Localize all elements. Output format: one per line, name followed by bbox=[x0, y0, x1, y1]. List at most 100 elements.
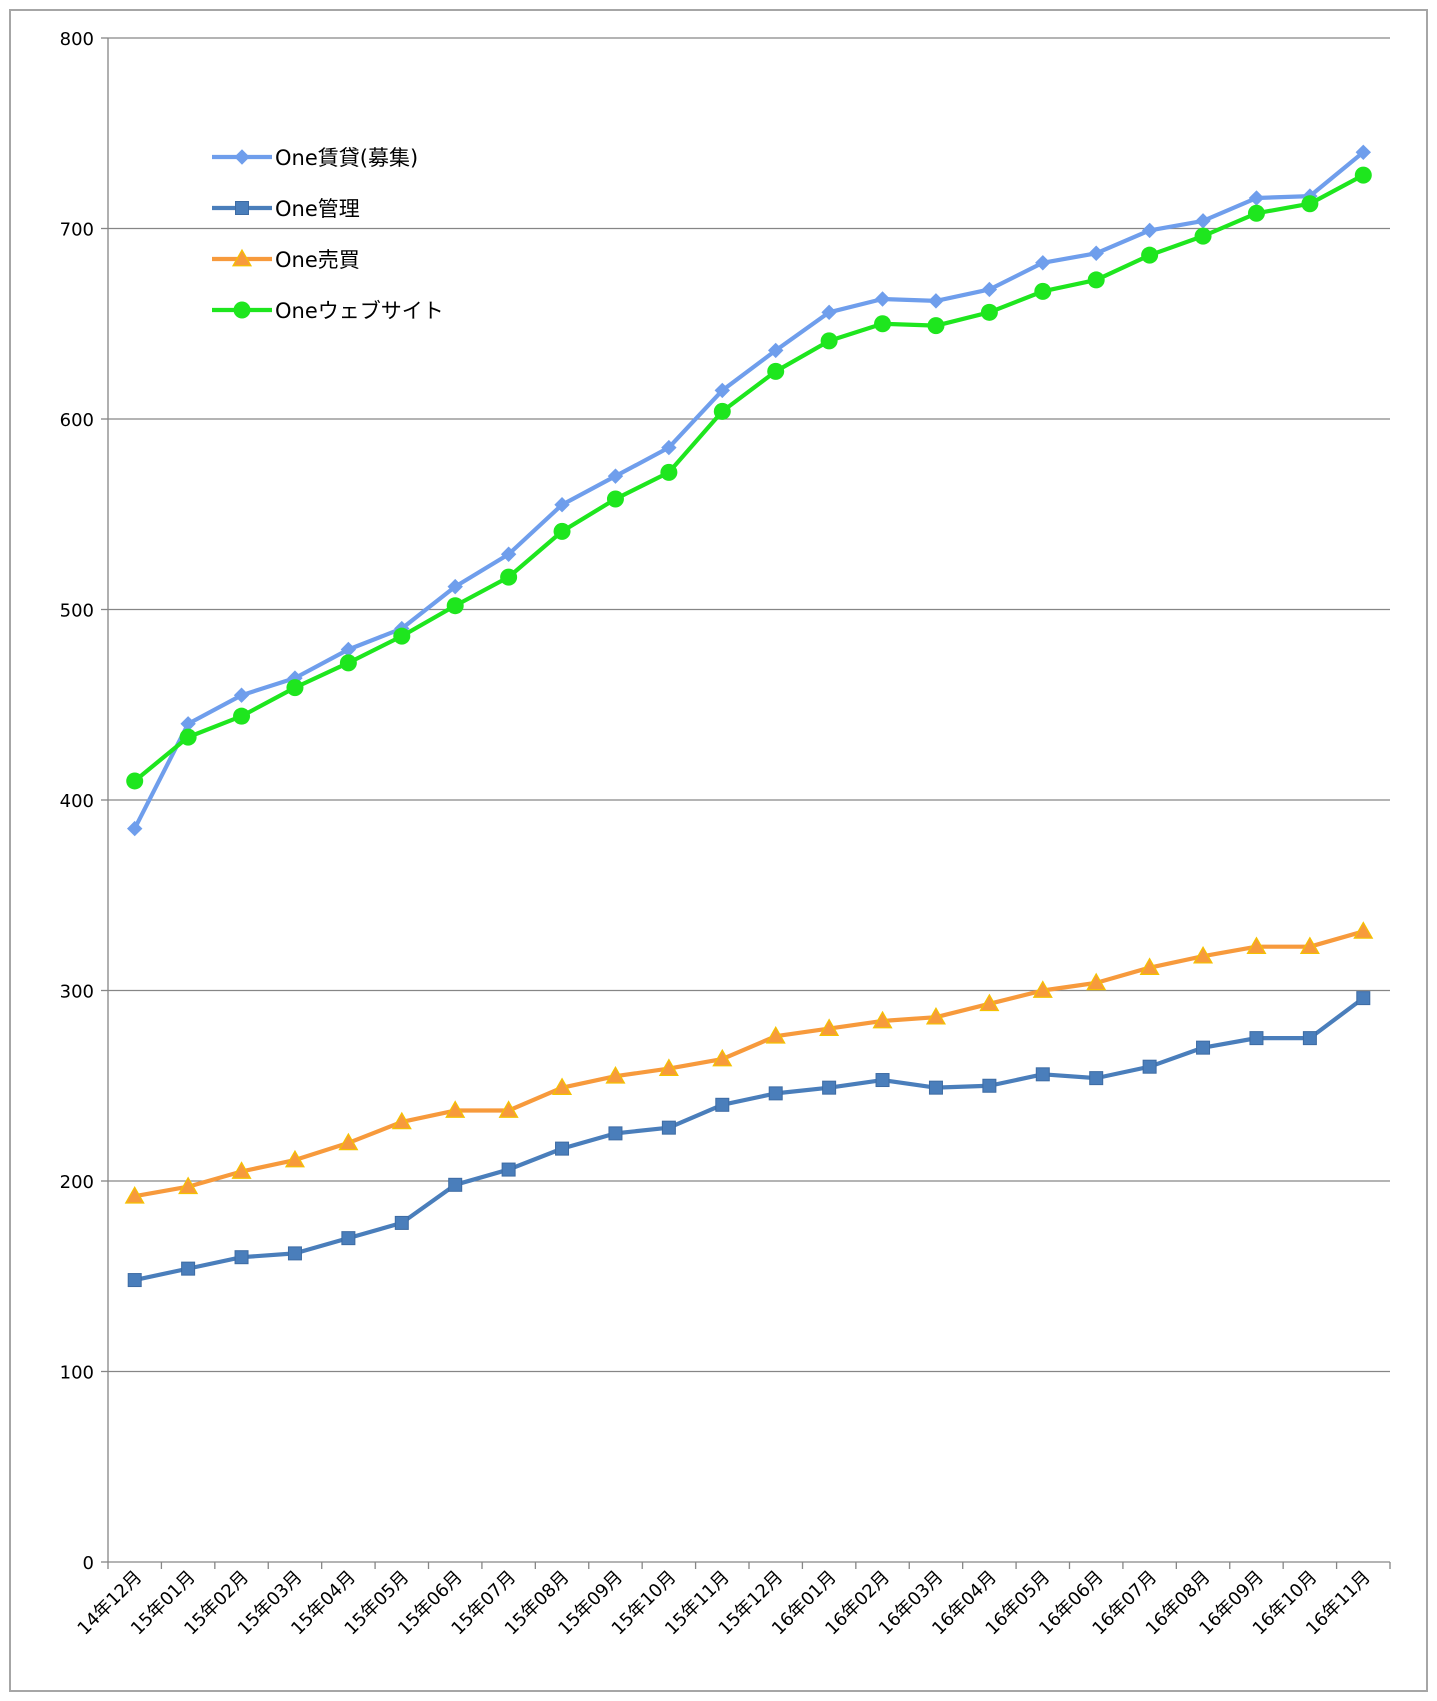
y-tick-label: 200 bbox=[60, 1172, 94, 1193]
series-line bbox=[132, 173, 1366, 784]
y-tick-label: 800 bbox=[60, 29, 94, 50]
series-lines bbox=[124, 144, 1374, 1288]
data-point bbox=[234, 1250, 249, 1265]
data-point bbox=[286, 679, 304, 697]
data-point bbox=[181, 1261, 196, 1276]
data-point bbox=[1141, 222, 1158, 239]
data-point bbox=[394, 1215, 409, 1230]
data-point bbox=[607, 468, 624, 484]
gridlines bbox=[108, 37, 1390, 1373]
data-point bbox=[928, 293, 944, 309]
series-2 bbox=[124, 921, 1374, 1204]
legend-entry: One管理 bbox=[212, 197, 360, 221]
data-point bbox=[767, 362, 785, 380]
data-point bbox=[606, 490, 624, 508]
data-point bbox=[391, 1111, 412, 1130]
data-point bbox=[445, 1100, 466, 1118]
data-point bbox=[980, 303, 998, 321]
series-0 bbox=[127, 144, 1371, 837]
y-tick-label: 300 bbox=[60, 982, 94, 1003]
data-point bbox=[498, 1100, 519, 1118]
data-point bbox=[1249, 1031, 1264, 1046]
data-point bbox=[1141, 246, 1159, 264]
data-point bbox=[1299, 936, 1320, 955]
data-point bbox=[1301, 195, 1319, 213]
data-point bbox=[661, 1120, 676, 1135]
data-point bbox=[341, 1231, 356, 1246]
series-line bbox=[132, 929, 1366, 1199]
data-point bbox=[1087, 271, 1105, 289]
data-point bbox=[1353, 921, 1374, 939]
data-point bbox=[925, 1006, 946, 1025]
data-point bbox=[500, 568, 518, 586]
data-point bbox=[605, 1066, 626, 1084]
data-point bbox=[874, 291, 891, 307]
data-point bbox=[554, 497, 570, 513]
y-tick-label: 400 bbox=[60, 791, 94, 812]
axes: 010020030040050060070080014年12月15年01月15年… bbox=[60, 29, 1391, 1639]
data-point bbox=[1246, 936, 1267, 955]
data-point bbox=[287, 1246, 302, 1261]
data-point bbox=[822, 1080, 837, 1095]
data-point bbox=[981, 281, 998, 298]
legend: One賃貸(募集) One管理 One売買 Oneウェブサイト bbox=[212, 146, 444, 323]
y-tick-label: 600 bbox=[60, 410, 94, 431]
data-point bbox=[660, 463, 678, 481]
data-point bbox=[1139, 957, 1160, 975]
data-point bbox=[1142, 1059, 1157, 1074]
data-point bbox=[1195, 213, 1211, 229]
y-tick-label: 500 bbox=[60, 601, 94, 622]
data-point bbox=[927, 317, 945, 335]
data-point bbox=[124, 1186, 145, 1204]
data-point bbox=[178, 1176, 199, 1195]
y-tick-label: 100 bbox=[60, 1363, 94, 1384]
data-point bbox=[819, 1018, 840, 1036]
data-point bbox=[1248, 190, 1265, 206]
data-point bbox=[1035, 1067, 1050, 1082]
data-point bbox=[820, 332, 838, 350]
series-line bbox=[132, 150, 1366, 831]
data-point bbox=[501, 1162, 516, 1177]
data-point bbox=[126, 772, 144, 790]
data-point bbox=[1354, 166, 1372, 184]
data-point bbox=[446, 597, 464, 615]
data-point bbox=[1196, 1040, 1211, 1055]
data-point bbox=[393, 627, 411, 645]
data-point bbox=[1035, 255, 1051, 271]
legend-entry: One賃貸(募集) bbox=[212, 146, 418, 170]
data-point bbox=[234, 149, 250, 165]
y-tick-label: 0 bbox=[83, 1553, 94, 1574]
data-point bbox=[127, 820, 143, 837]
data-point bbox=[1032, 980, 1053, 998]
data-point bbox=[715, 1097, 730, 1112]
data-point bbox=[235, 201, 249, 215]
series-3 bbox=[126, 166, 1372, 790]
data-point bbox=[874, 315, 892, 333]
data-point bbox=[552, 1077, 573, 1096]
legend-label: Oneウェブサイト bbox=[275, 299, 444, 323]
data-point bbox=[661, 439, 677, 456]
data-point bbox=[179, 728, 197, 746]
data-point bbox=[233, 687, 250, 703]
data-point bbox=[713, 402, 731, 420]
legend-label: One管理 bbox=[275, 197, 360, 221]
legend-label: One賃貸(募集) bbox=[275, 146, 418, 170]
data-point bbox=[1086, 972, 1107, 991]
data-point bbox=[658, 1058, 679, 1076]
data-point bbox=[233, 301, 251, 319]
data-point bbox=[714, 382, 730, 399]
data-point bbox=[821, 304, 837, 321]
data-point bbox=[1193, 946, 1214, 964]
data-point bbox=[1088, 245, 1104, 261]
data-point bbox=[979, 993, 1000, 1012]
chart-frame bbox=[9, 9, 1428, 1692]
data-point bbox=[553, 522, 571, 540]
data-point bbox=[233, 707, 251, 725]
data-point bbox=[555, 1141, 570, 1156]
data-point bbox=[338, 1132, 359, 1151]
data-point bbox=[768, 342, 784, 359]
data-point bbox=[447, 578, 463, 595]
data-point bbox=[127, 1273, 142, 1288]
data-point bbox=[1034, 282, 1052, 300]
